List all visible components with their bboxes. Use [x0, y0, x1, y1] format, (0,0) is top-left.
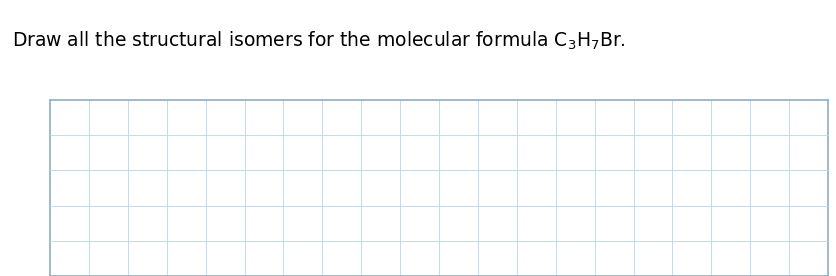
Text: Draw all the structural isomers for the molecular formula $\mathregular{C_3H_7Br: Draw all the structural isomers for the …: [12, 30, 626, 52]
